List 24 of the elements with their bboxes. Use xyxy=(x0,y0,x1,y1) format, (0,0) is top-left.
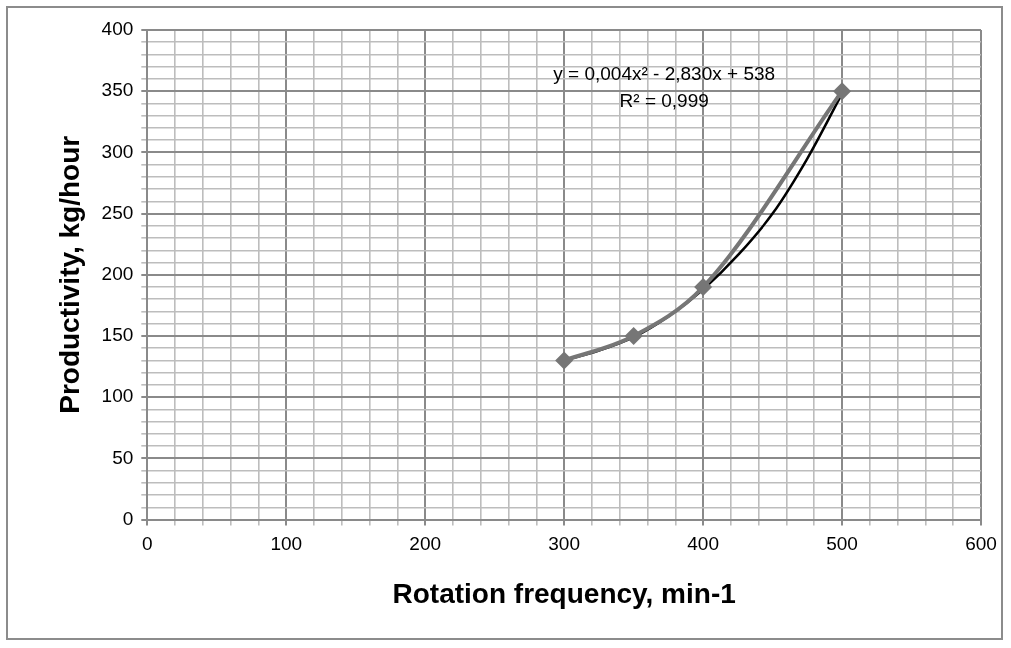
x-tick-label: 500 xyxy=(826,533,858,555)
annotation: R² = 0,999 xyxy=(619,90,709,112)
x-tick-label: 600 xyxy=(965,533,997,555)
y-tick-label: 400 xyxy=(101,18,134,40)
x-tick-label: 100 xyxy=(270,533,303,555)
y-tick-label: 200 xyxy=(101,263,134,285)
x-tick-label: 200 xyxy=(409,533,442,555)
x-tick-label: 400 xyxy=(687,533,719,555)
y-tick-label: 300 xyxy=(101,140,134,162)
point xyxy=(624,327,643,345)
annotation: y = 0,004x² - 2,830x + 538 xyxy=(553,63,776,85)
point xyxy=(833,82,852,101)
point xyxy=(694,278,713,297)
y-axis-title: Productivity, kg/hour xyxy=(53,135,85,414)
x-axis-title: Rotation frequency, min-1 xyxy=(392,577,736,609)
y-tick-label: 350 xyxy=(101,79,134,101)
x-tick-label: 300 xyxy=(548,533,580,555)
y-tick-label: 100 xyxy=(101,385,134,407)
y-tick-label: 50 xyxy=(112,446,134,468)
x-tick-label: 0 xyxy=(142,533,153,555)
y-tick-label: 250 xyxy=(101,201,134,223)
y-tick-label: 150 xyxy=(101,324,134,346)
y-tick-label: 0 xyxy=(122,507,134,529)
point xyxy=(555,351,574,370)
